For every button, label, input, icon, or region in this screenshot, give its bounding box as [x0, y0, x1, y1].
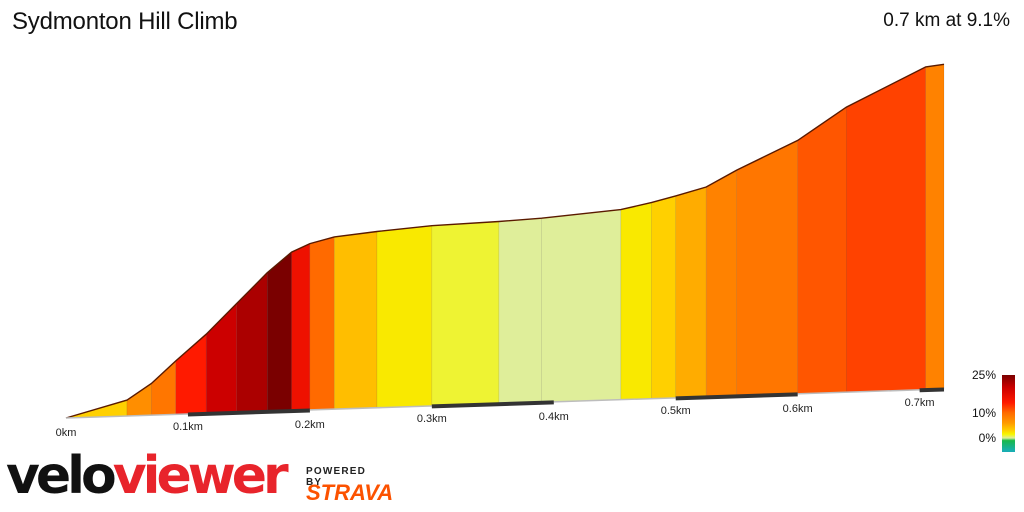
- x-tick-label: 0.7km: [905, 397, 935, 409]
- gradient-segment: [266, 251, 292, 412]
- gradient-segment: [797, 106, 847, 395]
- gradient-segment: [846, 66, 927, 393]
- gradient-segment: [620, 202, 652, 400]
- legend-tick-label: 25%: [972, 368, 996, 382]
- climb-summary: 0.7 km at 9.1%: [883, 10, 1010, 31]
- km-band: [431, 400, 554, 409]
- strava-logo[interactable]: STRAVA: [306, 480, 394, 505]
- veloviewer-logo[interactable]: veloviewer: [6, 446, 289, 506]
- gradient-segment: [309, 236, 335, 411]
- km-band: [919, 387, 945, 393]
- gradient-segment: [675, 186, 707, 399]
- km-band: [187, 408, 310, 417]
- x-tick-label: 0.2km: [295, 419, 325, 431]
- gradient-segment: [291, 243, 311, 411]
- logo-viewer-text: viewer: [112, 446, 289, 506]
- gradient-segment: [498, 217, 542, 405]
- gradient-segments: [65, 63, 945, 419]
- elevation-line: [65, 63, 945, 419]
- legend-tick-label: 0%: [979, 431, 997, 445]
- gradient-legend: 25%10%0%-10%-25%: [972, 368, 1015, 452]
- km-band: [675, 392, 798, 401]
- powered-by-label: POWERED BY: [306, 466, 367, 488]
- gradient-segment: [175, 333, 207, 415]
- gradient-segment: [651, 195, 677, 399]
- x-tick-label: 0.1km: [173, 421, 203, 433]
- gradient-segment: [151, 360, 177, 416]
- gradient-segment: [376, 225, 433, 409]
- legend-tick-label: 10%: [972, 406, 996, 420]
- x-tick-label: 0.6km: [783, 403, 813, 415]
- chart-title: Sydmonton Hill Climb: [12, 8, 238, 35]
- gradient-segment: [736, 139, 798, 397]
- gradient-segment: [205, 302, 238, 414]
- logo-velo-text: velo: [6, 446, 117, 506]
- x-tick-label: 0.3km: [417, 413, 447, 425]
- baseline-group: [65, 387, 945, 419]
- gradient-segment: [705, 169, 737, 398]
- elevation-profile-chart: 0km 0.1km 0.2km 0.3km 0.4km 0.5km 0.6km 0.7km 2…: [56, 63, 1015, 452]
- legend-colorbar: [1002, 375, 1015, 452]
- x-tick-label: 0km: [56, 427, 77, 439]
- gradient-segment: [925, 63, 945, 390]
- gradient-segment: [541, 209, 622, 403]
- gradient-segment: [126, 382, 152, 417]
- distance-axis: 0km 0.1km 0.2km 0.3km 0.4km 0.5km 0.6km 0.7km: [56, 397, 935, 439]
- gradient-segment: [431, 221, 500, 407]
- gradient-segment: [236, 272, 268, 413]
- gradient-segment: [333, 231, 378, 410]
- x-tick-label: 0.4km: [539, 411, 569, 423]
- x-tick-label: 0.5km: [661, 405, 691, 417]
